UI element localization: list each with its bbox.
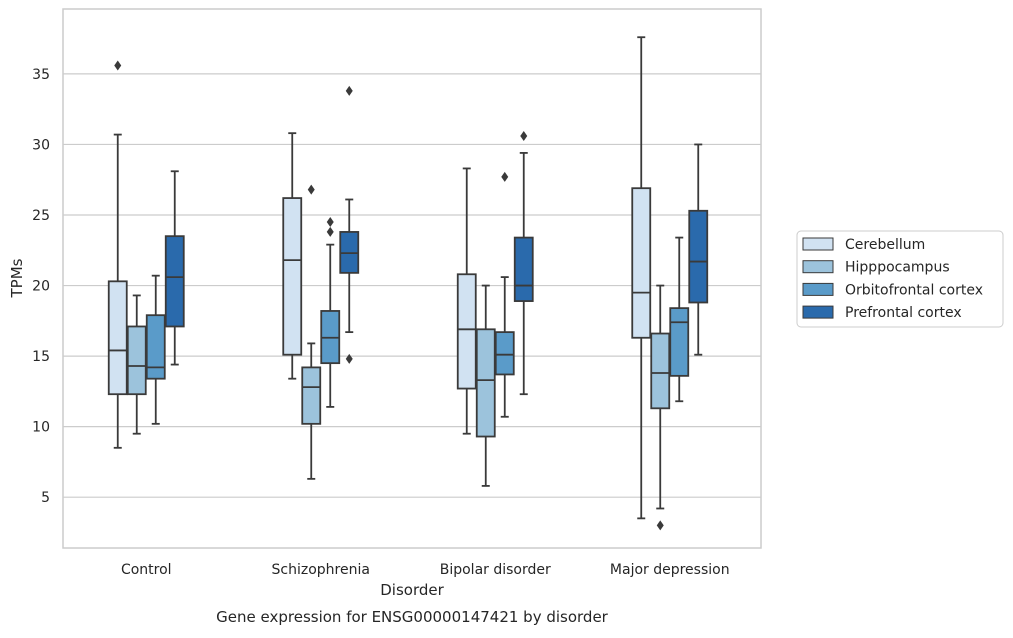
box-hipppocampus bbox=[301, 184, 322, 480]
box-prefrontal-cortex bbox=[688, 143, 709, 356]
box-hipppocampus bbox=[475, 284, 496, 487]
box-cerebellum bbox=[107, 60, 128, 449]
x-tick-label: Major depression bbox=[610, 562, 730, 578]
y-tick-label: 5 bbox=[41, 490, 50, 506]
box-orbitofrontal-cortex bbox=[145, 274, 166, 425]
legend-swatch bbox=[802, 237, 834, 251]
box-cerebellum bbox=[456, 167, 477, 435]
box-orbitofrontal-cortex bbox=[669, 236, 690, 403]
iqr-box bbox=[688, 209, 709, 304]
iqr-box bbox=[631, 187, 652, 339]
box-cerebellum bbox=[282, 132, 303, 380]
legend-label: Prefrontal cortex bbox=[845, 305, 962, 321]
y-tick-labels: 5 10 15 20 25 30 35 bbox=[32, 67, 50, 506]
iqr-box bbox=[145, 314, 166, 380]
outlier-point bbox=[501, 171, 509, 182]
y-axis-label: TPMs bbox=[8, 258, 26, 298]
legend-label: Orbitofrontal cortex bbox=[845, 282, 983, 298]
y-tick-label: 25 bbox=[32, 208, 50, 224]
legend: Cerebellum Hipppocampus Orbitofrontal cort… bbox=[796, 230, 1004, 328]
box-prefrontal-cortex bbox=[339, 85, 360, 364]
plot-frame bbox=[62, 8, 762, 549]
box-layer bbox=[107, 36, 709, 531]
iqr-box bbox=[126, 325, 147, 396]
outlier-point bbox=[326, 217, 334, 228]
legend-label: Hipppocampus bbox=[845, 260, 950, 276]
legend-label: Cerebellum bbox=[845, 237, 925, 253]
outlier-point bbox=[307, 184, 315, 195]
y-tick-label: 10 bbox=[32, 420, 50, 436]
iqr-box bbox=[494, 331, 515, 376]
iqr-box bbox=[107, 280, 128, 396]
box-cerebellum bbox=[631, 36, 652, 520]
legend-frame bbox=[796, 230, 1004, 328]
y-tick-label: 15 bbox=[32, 349, 50, 365]
x-tick-label: Control bbox=[121, 562, 172, 578]
iqr-box bbox=[475, 328, 496, 438]
x-tick-label: Bipolar disorder bbox=[440, 562, 551, 578]
legend-swatch bbox=[802, 305, 834, 319]
box-hipppocampus bbox=[650, 284, 671, 531]
iqr-box bbox=[282, 197, 303, 356]
box-orbitofrontal-cortex bbox=[494, 171, 515, 418]
iqr-box bbox=[164, 235, 185, 328]
box-orbitofrontal-cortex bbox=[320, 217, 341, 408]
box-prefrontal-cortex bbox=[513, 130, 534, 396]
outlier-point bbox=[326, 226, 334, 237]
legend-swatch bbox=[802, 260, 834, 274]
outlier-point bbox=[345, 353, 353, 364]
x-axis-label: Disorder bbox=[380, 581, 444, 599]
outlier-point bbox=[345, 85, 353, 96]
outlier-point bbox=[656, 520, 664, 531]
y-tick-label: 30 bbox=[32, 137, 50, 153]
iqr-box bbox=[650, 332, 671, 410]
box-hipppocampus bbox=[126, 294, 147, 435]
outlier-point bbox=[520, 130, 528, 141]
iqr-box bbox=[669, 307, 690, 377]
y-tick-label: 35 bbox=[32, 67, 50, 83]
iqr-box bbox=[301, 366, 322, 425]
box-prefrontal-cortex bbox=[164, 170, 185, 366]
outlier-point bbox=[114, 60, 122, 71]
iqr-box bbox=[513, 236, 534, 302]
chart-title: Gene expression for ENSG00000147421 by d… bbox=[216, 608, 609, 626]
iqr-box bbox=[456, 273, 477, 390]
x-tick-label: Schizophrenia bbox=[272, 562, 370, 578]
legend-items: Cerebellum Hipppocampus Orbitofrontal cort… bbox=[802, 237, 983, 321]
legend-swatch bbox=[802, 282, 834, 296]
x-tick-labels: Control Schizophrenia Bipolar disorder Majo… bbox=[121, 562, 730, 578]
y-tick-label: 20 bbox=[32, 279, 50, 295]
